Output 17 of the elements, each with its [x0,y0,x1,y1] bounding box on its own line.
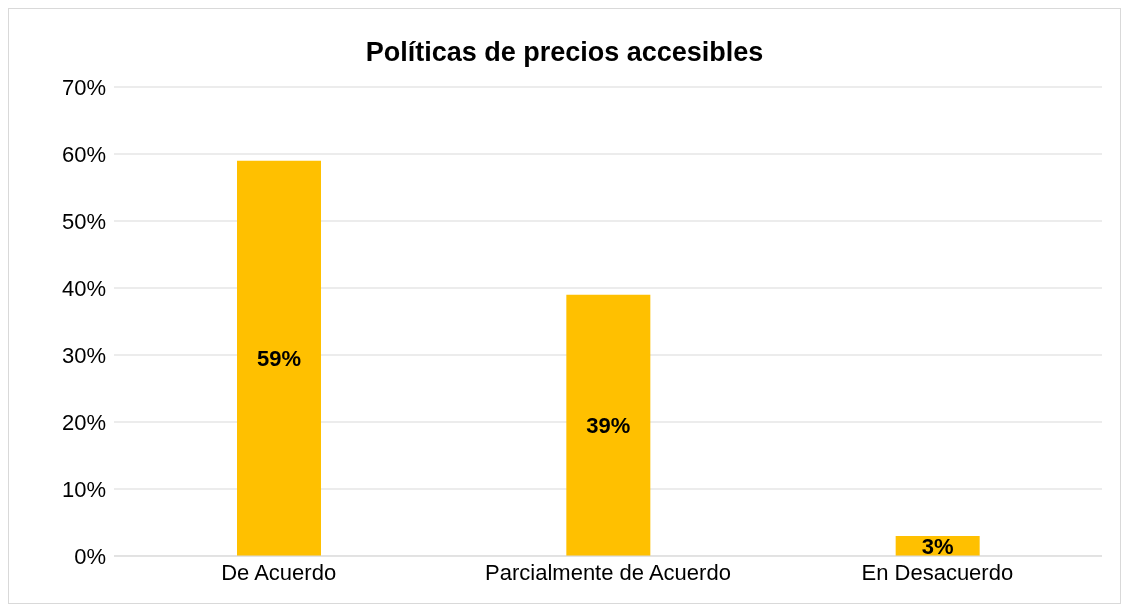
x-tick-label: Parcialmente de Acuerdo [485,559,731,585]
data-label: 3% [921,533,954,559]
chart-title: Políticas de precios accesibles [364,37,765,69]
y-tick-label: 30% [61,342,106,368]
bar [237,160,321,556]
y-tick-label: 40% [61,275,106,301]
data-label: 39% [586,413,631,439]
y-tick-label: 0% [74,543,106,569]
y-tick-label: 60% [61,141,106,167]
y-tick-label: 20% [61,409,106,435]
data-label: 59% [256,346,302,372]
x-tick-label: De Acuerdo [221,559,337,585]
y-tick-label: 50% [61,208,106,234]
bar [566,294,651,556]
y-tick-label: 70% [61,74,106,100]
y-tick-label: 10% [61,476,106,502]
x-tick-label: En Desacuerdo [861,559,1014,585]
